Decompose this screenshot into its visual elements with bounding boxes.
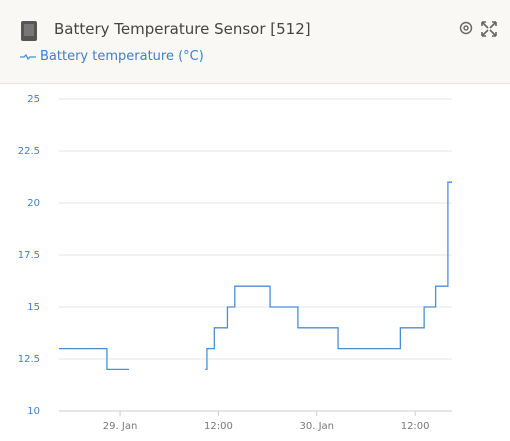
- legend-item[interactable]: Battery temperature (°C): [20, 49, 204, 64]
- widget-title: Battery Temperature Sensor [512]: [54, 20, 311, 38]
- y-tick-label: 12.5: [18, 354, 40, 365]
- device-icon: [21, 21, 37, 41]
- expand-icon[interactable]: [481, 21, 497, 37]
- y-tick-label: 25: [27, 94, 40, 105]
- widget-header: Battery Temperature Sensor [512] Battery…: [0, 0, 510, 84]
- x-tick-label: 30. Jan: [300, 421, 335, 432]
- header-icons: [459, 21, 497, 37]
- x-tick-label: 29. Jan: [103, 421, 138, 432]
- data-line: [59, 181, 452, 371]
- y-tick-label: 20: [27, 198, 40, 209]
- y-tick-label: 10: [27, 406, 40, 417]
- y-tick-label: 17.5: [18, 250, 40, 261]
- y-tick-label: 15: [27, 302, 40, 313]
- chart: 10 12.5 15 17.5 20 22.5 25 29. Jan 12:00 30. Jan 1…: [18, 94, 452, 432]
- legend-label: Battery temperature (°C): [40, 49, 204, 64]
- x-tick-label: 12:00: [204, 421, 233, 432]
- y-tick-label: 22.5: [18, 146, 40, 157]
- legend-symbol: [20, 53, 36, 60]
- settings-icon[interactable]: [459, 21, 473, 35]
- x-tick-label: 12:00: [401, 421, 430, 432]
